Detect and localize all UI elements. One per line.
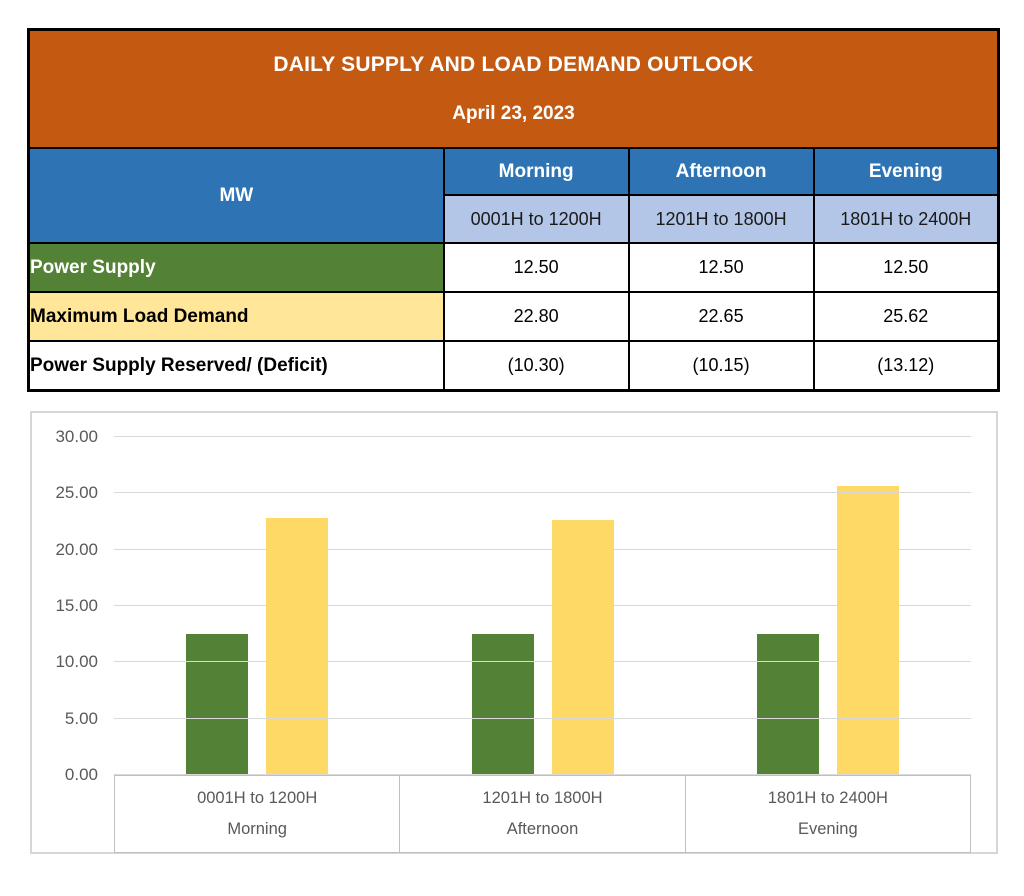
row-label-max-load-demand: Maximum Load Demand [27,291,445,342]
y-tick-label: 30.00 [55,427,98,446]
unit-header-cell: MW [27,147,445,244]
period-header-evening: Evening [812,147,1000,196]
supply-demand-table: DAILY SUPPLY AND LOAD DEMAND OUTLOOK Apr… [27,28,1000,392]
x-label-time-range: 1801H to 2400H [767,788,888,807]
power-supply-morning: 12.50 [442,242,630,293]
x-label-time-range: 1201H to 1800H [482,788,603,807]
bar-power-supply-afternoon [471,634,534,775]
x-label-time-range: 0001H to 1200H [197,788,318,807]
time-range-evening: 1801H to 2400H [812,194,1000,244]
bar-group-evening [685,437,971,775]
period-header-afternoon: Afternoon [627,147,815,196]
period-header-morning: Morning [442,147,630,196]
y-tick-label: 20.00 [55,539,98,559]
table-row-power-supply: Power Supply 12.50 12.50 12.50 [27,242,1000,293]
reserve-deficit-afternoon: (10.15) [627,340,815,392]
x-label-morning: 0001H to 1200H Morning [115,776,399,852]
y-tick-label: 25.00 [55,483,98,503]
time-range-row: 0001H to 1200H 1201H to 1800H 1801H to 2… [29,194,1000,244]
power-supply-afternoon: 12.50 [627,242,815,293]
bar-maximum-load-demand-morning [265,518,328,775]
x-axis-labels: 0001H to 1200H Morning 1201H to 1800H After… [114,775,971,853]
y-tick-label: 5.00 [64,708,98,728]
reserve-deficit-morning: (10.30) [442,340,630,392]
supply-demand-bar-chart: 0001H to 1200H Morning 1201H to 1800H After… [30,411,998,854]
x-label-evening: 1801H to 2400H Evening [684,776,970,852]
gridline [114,436,971,437]
gridline [114,492,971,494]
y-tick-label: 10.00 [55,652,98,672]
power-supply-evening: 12.50 [812,242,1000,293]
table-title-row: DAILY SUPPLY AND LOAD DEMAND OUTLOOK Apr… [27,28,1000,149]
max-load-evening: 25.62 [812,291,1000,342]
table-row-reserve-deficit: Power Supply Reserved/ (Deficit) (10.30)… [27,340,1000,392]
bar-group-morning [114,437,400,775]
bar-power-supply-evening [757,634,820,775]
y-tick-label: 15.00 [55,596,98,615]
x-label-period-name: Afternoon [506,820,579,839]
x-axis-line [114,774,971,775]
max-load-morning: 22.80 [442,291,630,342]
row-label-reserve-deficit: Power Supply Reserved/ (Deficit) [27,340,445,392]
reserve-deficit-evening: (13.12) [812,340,1000,392]
bar-groups [114,437,971,775]
gridline [114,605,971,606]
time-range-morning: 0001H to 1200H [442,194,630,244]
x-label-period-name: Evening [798,820,858,839]
page-title: DAILY SUPPLY AND LOAD DEMAND OUTLOOK [273,53,754,76]
y-tick-label: 0.00 [64,765,98,784]
gridline [114,717,971,719]
plot-area: 0001H to 1200H Morning 1201H to 1800H After… [55,427,971,853]
bar-group-afternoon [400,437,686,775]
report-date: April 23, 2023 [452,103,575,124]
period-header-row: MW Morning Afternoon Evening [27,147,1000,244]
gridline [114,661,971,663]
time-range-afternoon: 1201H to 1800H [627,194,815,244]
x-label-period-name: Morning [227,820,287,839]
max-load-afternoon: 22.65 [627,291,815,342]
table-row-max-load-demand: Maximum Load Demand 22.80 22.65 25.62 [27,291,1000,342]
bar-maximum-load-demand-evening [837,486,900,775]
x-label-afternoon: 1201H to 1800H Afternoon [399,776,684,852]
bar-maximum-load-demand-afternoon [551,519,614,775]
row-label-power-supply: Power Supply [27,242,445,293]
gridline [114,548,971,550]
table-title-cell: DAILY SUPPLY AND LOAD DEMAND OUTLOOK Apr… [27,28,1000,149]
bar-power-supply-morning [185,634,248,775]
